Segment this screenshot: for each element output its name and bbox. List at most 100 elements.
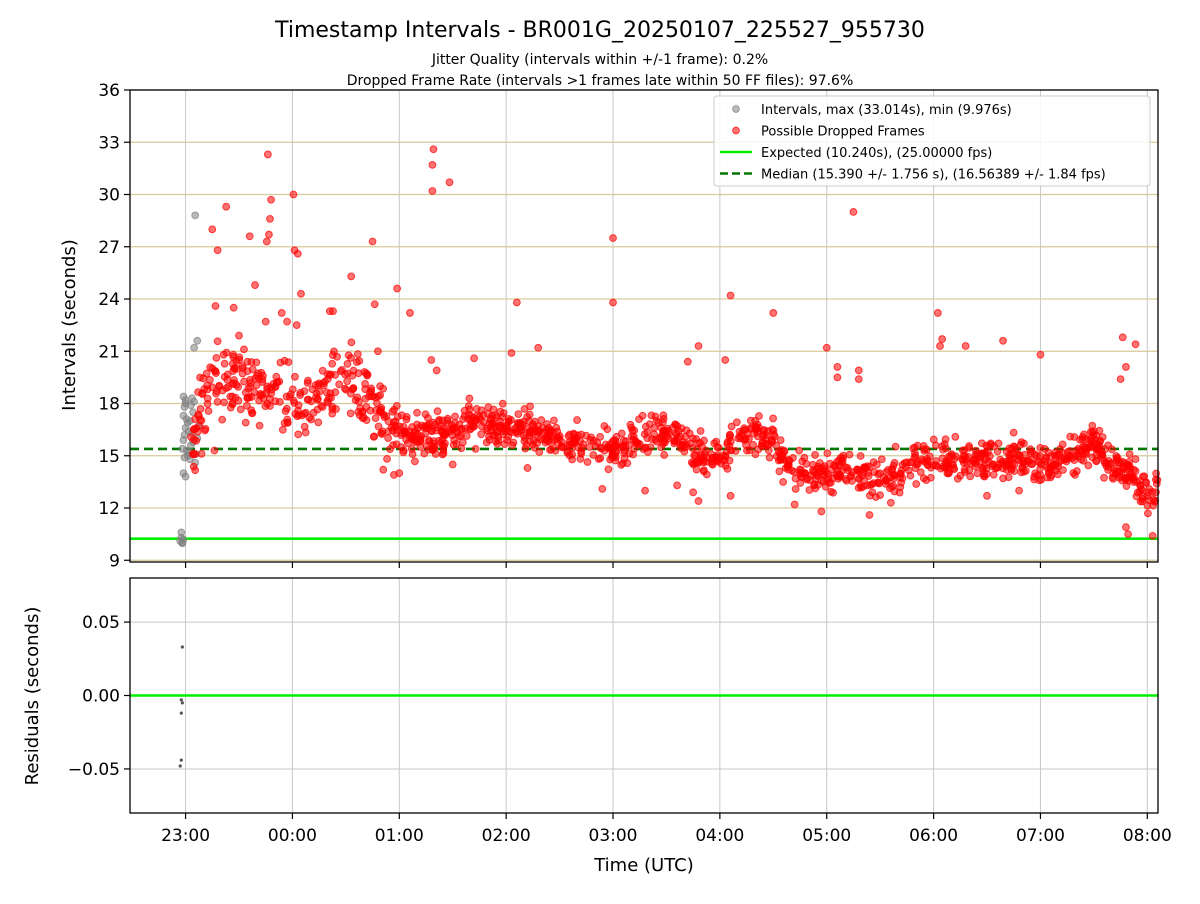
- dropped-frame-point: [507, 349, 516, 357]
- dropped-frame-point: [832, 458, 841, 466]
- dropped-frame-point: [856, 452, 865, 460]
- dropped-frame-point: [256, 389, 265, 398]
- dropped-frame-point: [551, 446, 560, 455]
- dropped-frame-point: [751, 450, 760, 459]
- dropped-frame-point: [190, 450, 199, 459]
- dropped-frame-point: [1116, 375, 1125, 384]
- dropped-frame-point: [248, 365, 257, 374]
- dropped-frame-point: [731, 447, 740, 455]
- dropped-frame-point: [1145, 496, 1154, 505]
- dropped-frame-point: [196, 373, 204, 382]
- dropped-frame-point: [693, 457, 702, 466]
- interval-point: [181, 472, 190, 481]
- dropped-frame-point: [196, 415, 205, 424]
- dropped-frame-point: [948, 451, 957, 460]
- dropped-frame-point: [1148, 531, 1157, 540]
- dropped-frame-point: [940, 440, 949, 448]
- dropped-frame-point: [1055, 450, 1063, 459]
- dropped-frame-point: [429, 145, 438, 154]
- dropped-frame-point: [890, 487, 899, 496]
- dropped-frame-point: [255, 421, 264, 430]
- dropped-frame-point: [410, 428, 419, 437]
- dropped-frame-point: [508, 441, 517, 450]
- top-panel-points: [176, 145, 1162, 548]
- dropped-frame-point: [284, 358, 293, 367]
- dropped-frame-point: [376, 407, 384, 415]
- dropped-frame-point: [417, 421, 426, 430]
- dropped-frame-point: [958, 446, 967, 455]
- dropped-frame-point: [835, 472, 844, 481]
- dropped-frame-point: [477, 406, 486, 415]
- dropped-frame-point: [335, 380, 344, 389]
- dropped-frame-point: [276, 358, 285, 367]
- dropped-frame-point: [779, 478, 788, 486]
- dropped-frame-point: [285, 392, 294, 401]
- dropped-frame-point: [314, 381, 323, 389]
- residual-point: [179, 758, 183, 762]
- dropped-frame-point: [746, 416, 755, 425]
- dropped-frame-point: [308, 385, 317, 394]
- dropped-frame-point: [371, 414, 380, 423]
- dropped-frame-point: [648, 435, 656, 443]
- dropped-frame-point: [769, 309, 778, 317]
- dropped-frame-point: [349, 366, 358, 375]
- dropped-frame-point: [764, 427, 772, 435]
- dropped-frame-point: [547, 439, 556, 447]
- dropped-frame-point: [723, 464, 732, 473]
- dropped-frame-point: [827, 487, 835, 496]
- dropped-frame-point: [202, 369, 211, 378]
- dropped-frame-point: [1059, 466, 1067, 474]
- dropped-frame-point: [596, 454, 605, 463]
- dropped-frame-point: [341, 384, 349, 393]
- dropped-frame-point: [240, 345, 248, 354]
- dropped-frame-point: [445, 178, 454, 187]
- dropped-frame-point: [211, 367, 219, 375]
- dropped-frame-point: [240, 377, 248, 386]
- dropped-frame-point: [1131, 467, 1140, 476]
- dropped-frame-point: [203, 394, 212, 403]
- dropped-frame-point: [631, 437, 640, 445]
- legend-entry-label: Possible Dropped Frames: [761, 125, 925, 140]
- dropped-frame-point: [765, 453, 774, 462]
- dropped-frame-point: [361, 379, 369, 388]
- dropped-frame-point: [386, 445, 394, 453]
- dropped-frame-point: [525, 410, 534, 419]
- dropped-frame-point: [683, 357, 692, 366]
- dropped-frame-point: [627, 423, 636, 432]
- bottom-y-tick-label: 0.05: [82, 613, 120, 633]
- dropped-frame-point: [721, 356, 730, 364]
- dropped-frame-point: [876, 469, 884, 478]
- top-y-tick-label: 15: [98, 447, 120, 467]
- dropped-frame-point: [402, 415, 411, 424]
- dropped-frame-point: [275, 398, 284, 406]
- dropped-frame-point: [431, 450, 440, 458]
- dropped-frame-point: [888, 465, 896, 474]
- dropped-frame-point: [976, 457, 985, 466]
- dropped-frame-point: [573, 416, 581, 424]
- residual-point: [180, 645, 184, 649]
- dropped-frame-point: [1036, 443, 1045, 452]
- dropped-frame-point: [344, 351, 353, 360]
- dropped-frame-point: [1088, 421, 1097, 430]
- dropped-frame-point: [911, 451, 920, 460]
- dropped-frame-point: [393, 412, 402, 421]
- dropped-frame-point: [446, 427, 455, 436]
- dropped-frame-point: [641, 443, 650, 452]
- residual-point: [179, 698, 183, 702]
- dropped-frame-point: [248, 409, 256, 418]
- x-tick-label: 23:00: [161, 826, 210, 846]
- dropped-frame-point: [550, 416, 558, 425]
- dropped-frame-point: [406, 309, 414, 317]
- dropped-frame-point: [294, 411, 303, 419]
- dropped-frame-point: [906, 471, 915, 480]
- dropped-frame-point: [820, 464, 829, 473]
- dropped-frame-point: [472, 415, 481, 424]
- dropped-frame-point: [1080, 430, 1088, 439]
- dropped-frame-point: [589, 451, 598, 459]
- dropped-frame-point: [564, 432, 573, 440]
- dropped-frame-point: [395, 469, 404, 478]
- dropped-frame-point: [1017, 468, 1026, 477]
- bottom-panel-y-axis-label: Residuals (seconds): [22, 607, 43, 786]
- dropped-frame-point: [210, 446, 219, 455]
- dropped-frame-point: [936, 342, 944, 350]
